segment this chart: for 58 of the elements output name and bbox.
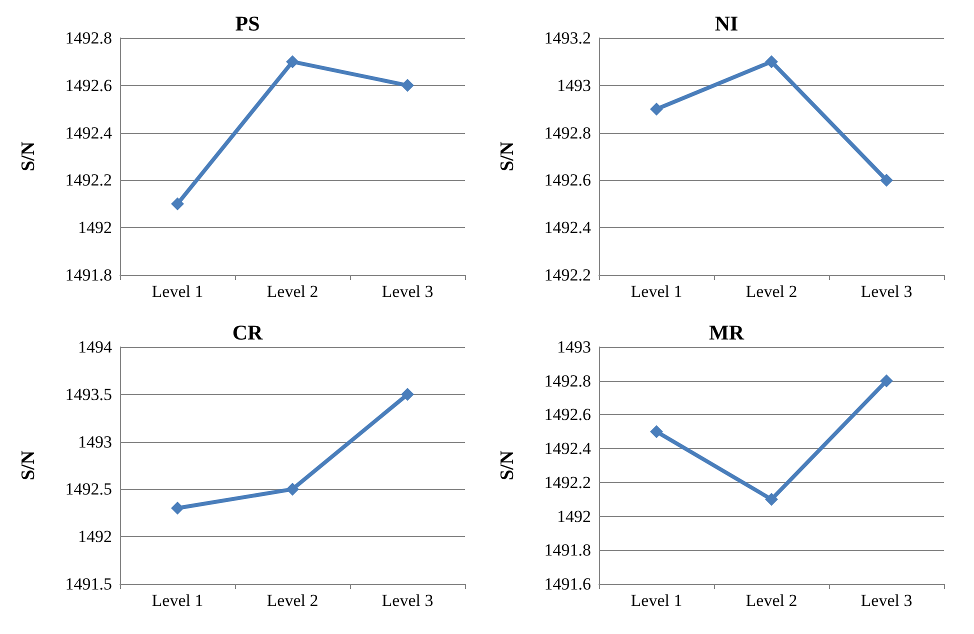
chart-title: CR xyxy=(232,320,264,344)
x-tick-label: Level 1 xyxy=(152,282,204,301)
y-tick-label: 1492.4 xyxy=(65,123,112,142)
y-tick-label: 1492.5 xyxy=(65,480,112,499)
y-tick-label: 1491.6 xyxy=(544,574,591,594)
y-tick-label: 1493 xyxy=(78,432,112,452)
y-tick-label: 1492.6 xyxy=(65,76,112,95)
y-axis-title: S/N xyxy=(497,450,518,480)
y-tick-label: 1492.4 xyxy=(544,439,592,458)
x-tick-label: Level 3 xyxy=(860,591,912,610)
x-tick-label: Level 1 xyxy=(630,591,682,610)
y-tick-label: 1492.2 xyxy=(65,170,112,190)
point xyxy=(401,78,414,92)
point xyxy=(171,502,184,515)
x-tick-label: Level 1 xyxy=(152,591,204,610)
y-tick-label: 1493 xyxy=(557,338,591,356)
point xyxy=(880,374,893,388)
chart-title: PS xyxy=(235,12,260,36)
x-tick-label: Level 2 xyxy=(266,282,318,301)
y-tick-label: 1493.5 xyxy=(65,384,112,404)
y-tick-label: 1492 xyxy=(78,218,112,238)
point xyxy=(650,102,663,116)
y-axis-title: S/N xyxy=(18,450,39,480)
chart-title: MR xyxy=(709,320,745,344)
x-tick-label: Level 3 xyxy=(382,282,434,301)
y-tick-label: 1492.4 xyxy=(544,218,592,238)
y-tick-label: 1493.2 xyxy=(544,28,591,48)
x-tick-label: Level 2 xyxy=(746,591,798,610)
y-tick-label: 1492 xyxy=(78,527,112,546)
y-tick-label: 1492 xyxy=(557,506,591,526)
x-tick-label: Level 2 xyxy=(266,591,318,610)
y-axis-title: S/N xyxy=(497,141,518,172)
y-axis-title: S/N xyxy=(18,141,39,172)
y-tick-label: 1493 xyxy=(557,76,591,95)
y-tick-label: 1491.5 xyxy=(65,574,112,594)
point xyxy=(765,492,778,506)
y-tick-label: 1492.8 xyxy=(544,123,591,142)
x-tick-label: Level 2 xyxy=(746,282,798,301)
point xyxy=(765,55,778,68)
point xyxy=(650,425,663,438)
y-tick-label: 1491.8 xyxy=(65,266,112,284)
point xyxy=(286,482,299,496)
point xyxy=(171,197,184,210)
y-tick-label: 1492.6 xyxy=(544,405,591,424)
point xyxy=(401,388,414,401)
y-tick-label: 1492.6 xyxy=(544,170,591,190)
x-tick-label: Level 3 xyxy=(860,282,912,301)
y-tick-label: 1492.8 xyxy=(544,371,591,390)
x-tick-label: Level 1 xyxy=(630,282,682,301)
y-tick-label: 1492.2 xyxy=(544,472,591,492)
point xyxy=(286,55,299,68)
y-tick-label: 1492.8 xyxy=(65,28,112,48)
y-tick-label: 1494 xyxy=(78,338,112,356)
point xyxy=(880,174,893,187)
y-tick-label: 1491.8 xyxy=(544,540,591,560)
x-tick-label: Level 3 xyxy=(382,591,434,610)
chart-title: NI xyxy=(714,12,738,36)
y-tick-label: 1492.2 xyxy=(544,266,591,284)
